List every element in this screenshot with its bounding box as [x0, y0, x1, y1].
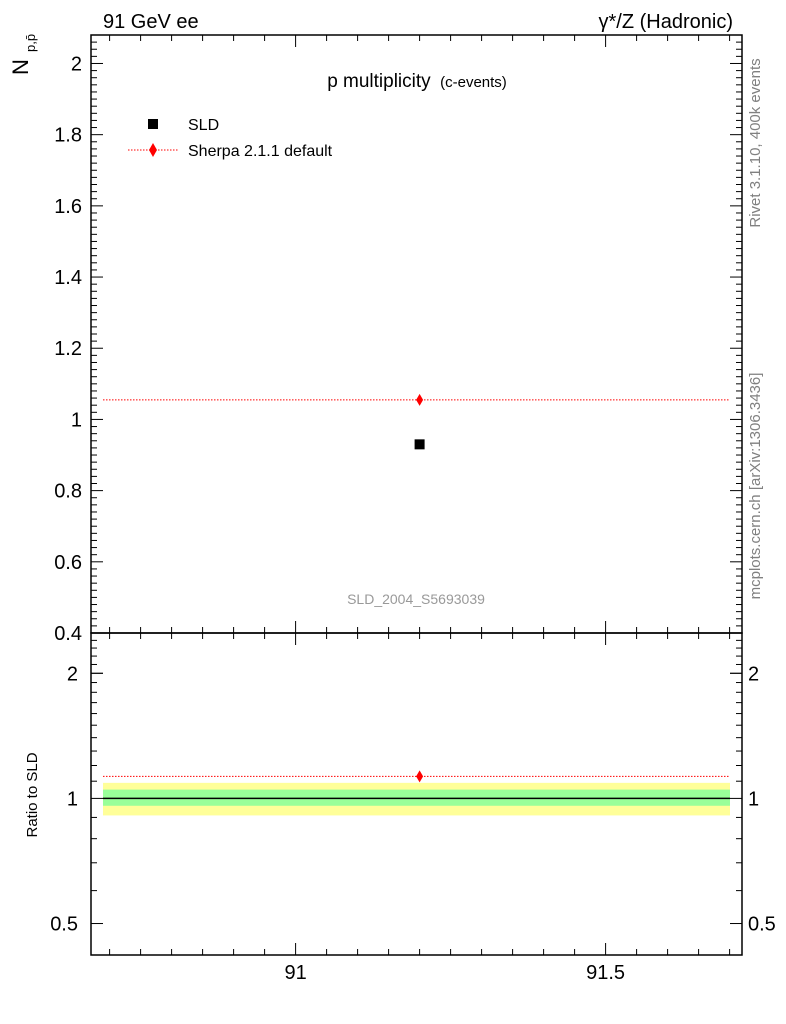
header-left-label: 91 GeV ee — [103, 11, 199, 33]
x-tick-label: 91.5 — [586, 962, 625, 984]
y-tick-label: 0.6 — [54, 552, 82, 574]
y-tick-label: 1 — [71, 409, 82, 431]
legend-sherpa-marker — [149, 143, 157, 157]
chart-title-main: p multiplicity — [327, 71, 431, 92]
header-right-label: γ*/Z (Hadronic) — [599, 11, 733, 33]
ratio-tick-label-left: 2 — [67, 663, 78, 685]
mcplots-label: mcplots.cern.ch [arXiv:1306.3436] — [747, 373, 764, 600]
ratio-plot-frame — [90, 632, 743, 956]
ratio-tick-label-left: 1 — [67, 788, 78, 810]
ratio-tick-label-right: 0.5 — [748, 914, 776, 936]
ratio-tick-label-right: 1 — [748, 788, 759, 810]
y-tick-label: 0.4 — [54, 623, 82, 645]
chart-title-subtitle: (c-events) — [440, 74, 507, 91]
ratio-sherpa-point — [416, 770, 424, 783]
y-tick-label: 1.4 — [54, 267, 82, 289]
svg-text:N p,p̄: N p,p̄ — [8, 34, 38, 75]
legend-sld-label: SLD — [188, 117, 219, 134]
sherpa-point — [416, 393, 424, 406]
x-tick-label: 91 — [284, 962, 306, 984]
ratio-axis-label: Ratio to SLD — [24, 752, 41, 837]
chart-title: p multiplicity (c-events) — [327, 71, 507, 92]
ratio-tick-label-right: 2 — [748, 663, 759, 685]
analysis-watermark: SLD_2004_S5693039 — [347, 591, 485, 607]
y-tick-label: 1.8 — [54, 125, 82, 147]
legend-sld-marker — [148, 119, 158, 129]
legend: SLD Sherpa 2.1.1 default — [128, 117, 333, 160]
rivet-version-label: Rivet 3.1.10, 400k events — [747, 58, 764, 227]
ratio-tick-label-left: 0.5 — [50, 914, 78, 936]
y-axis-label: N p,p̄ — [8, 34, 38, 75]
y-tick-label: 2 — [71, 53, 82, 75]
sld-data-point — [414, 439, 425, 450]
y-tick-label: 0.8 — [54, 481, 82, 503]
y-axis-label-sub: p,p̄ — [23, 34, 38, 52]
legend-sherpa-label: Sherpa 2.1.1 default — [188, 143, 333, 160]
y-tick-label: 1.6 — [54, 196, 82, 218]
y-axis-label-main: N — [8, 59, 33, 75]
y-tick-label: 1.2 — [54, 338, 82, 360]
